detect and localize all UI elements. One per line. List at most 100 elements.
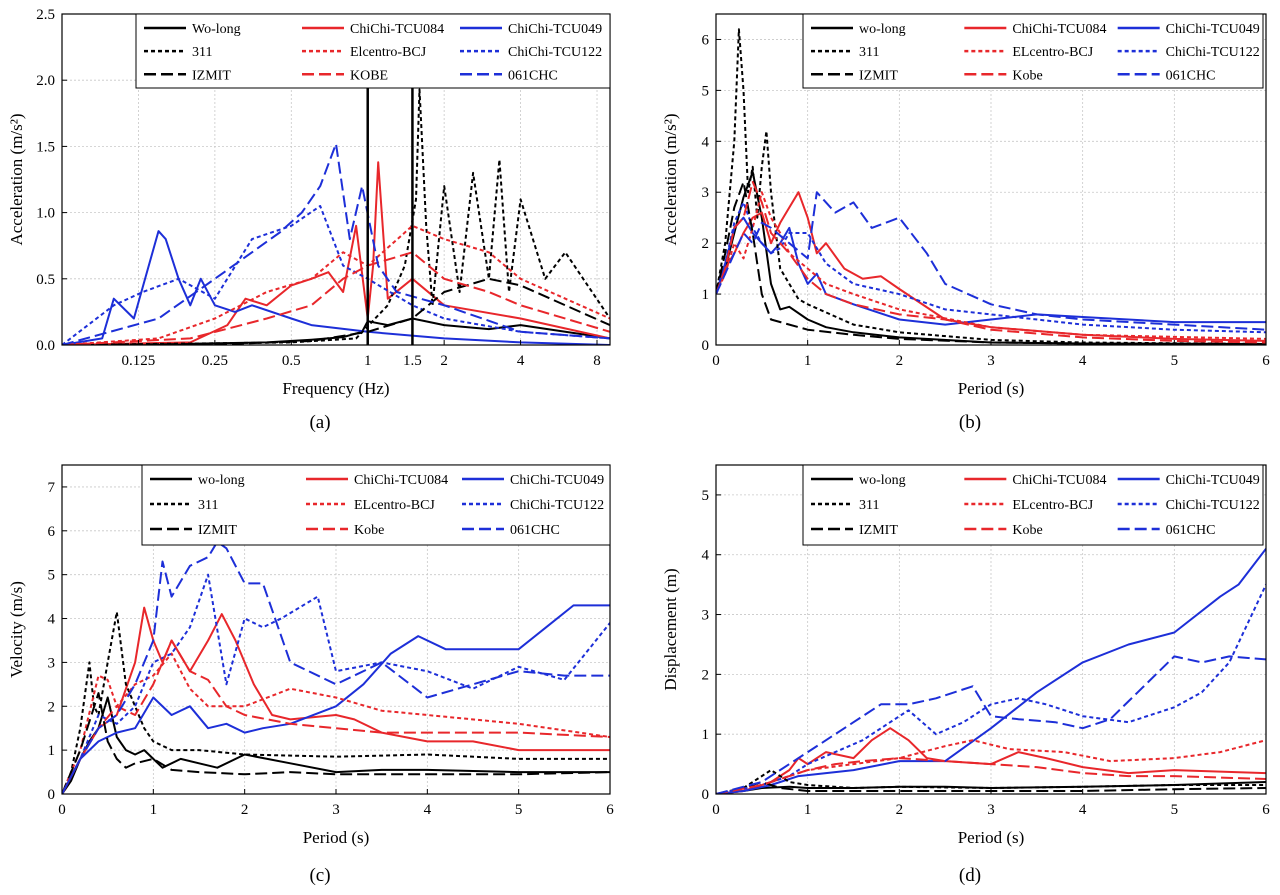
y-tick-label: 0 [702, 787, 710, 803]
x-tick-label: 2 [440, 353, 448, 369]
legend-entry: ChiChi-TCU084 [1012, 22, 1106, 37]
panel-label: (b) [959, 412, 981, 433]
chart-panel-b: 0 1 2 3 4 5 6 0 1 2 3 4 5 6 Period (s) Acceleration (m/… [661, 13, 1270, 433]
legend-entry: ChiChi-TCU084 [350, 22, 444, 37]
legend-box [802, 464, 1264, 546]
series-line-IZMIT [62, 692, 610, 794]
y-tick-label: 2.5 [36, 7, 55, 23]
y-axis-label: Displacement (m) [661, 568, 680, 690]
legend-entry: ELcentro-BCJ [1012, 498, 1093, 513]
chart-panel-c: 0 1 2 3 4 5 6 0 1 2 3 4 5 6 7 Period (s) Velocity (m/s) w… [7, 464, 614, 886]
x-tick-label: 3 [987, 802, 995, 818]
legend-entry: 061CHC [510, 523, 560, 538]
y-tick-label: 0 [702, 338, 710, 354]
series-group [716, 28, 1266, 345]
series-line-ChiChi-TCU122 [716, 201, 1266, 334]
series-line-IZMIT [716, 181, 1266, 345]
y-tick-label: 6 [48, 524, 56, 540]
y-tick-label: 1 [702, 287, 710, 303]
series-line-061CHC [62, 142, 610, 345]
y-tick-label: 5 [48, 568, 56, 584]
series-line-311 [62, 88, 610, 345]
x-tick-label: 5 [515, 802, 523, 818]
x-axis-label: Period (s) [958, 379, 1025, 398]
y-axis-label: Velocity (m/s) [7, 581, 26, 678]
y-tick-label: 0.5 [36, 272, 55, 288]
x-tick-label: 4 [1079, 802, 1087, 818]
series-line-ChiChi-TCU049 [716, 548, 1266, 794]
chart-panel-a: 0.125 0.25 0.5 1 1.5 2 4 8 0.0 0.5 1.0 1.5 2.0 2.5 Fre… [7, 7, 611, 433]
legend-box [802, 13, 1264, 89]
x-tick-label: 1.5 [403, 353, 422, 369]
legend-entry: ChiChi-TCU049 [1166, 473, 1260, 488]
y-axis-label: Acceleration (m/s²) [661, 113, 680, 245]
series-line-Kobe [716, 181, 1266, 344]
x-tick-label: 0.5 [282, 353, 301, 369]
series-line-ChiChi-TCU084 [62, 606, 610, 794]
y-tick-label: 3 [48, 655, 56, 671]
x-tick-label: 6 [1262, 802, 1270, 818]
series-line-ChiChi-TCU122 [62, 205, 610, 345]
legend-box [141, 464, 611, 546]
y-tick-label: 0 [48, 787, 56, 803]
legend-entry: ChiChi-TCU049 [510, 473, 604, 488]
y-tick-label: 6 [702, 32, 710, 48]
legend-entry: wo-long [859, 473, 906, 488]
series-line-ChiChi-TCU084 [62, 161, 610, 345]
x-tick-label: 0 [58, 802, 66, 818]
y-tick-label: 1.5 [36, 139, 55, 155]
legend-box [135, 13, 611, 89]
x-tick-label: 3 [987, 353, 995, 369]
x-tick-label: 4 [517, 353, 525, 369]
x-tick-label: 6 [1262, 353, 1270, 369]
y-tick-label: 3 [702, 608, 710, 624]
legend-entry: KOBE [350, 68, 388, 83]
legend-entry: Kobe [1012, 68, 1042, 83]
series-line-311 [62, 611, 610, 794]
series-line-061CHC [716, 655, 1266, 794]
legend-entry: 311 [859, 45, 879, 60]
series-line-ChiChi-TCU122 [716, 584, 1266, 794]
series-line-ChiChi-TCU049 [62, 230, 610, 345]
legend-entry: wo-long [859, 22, 906, 37]
x-tick-label: 2 [896, 802, 904, 818]
legend-entry: 311 [859, 498, 879, 513]
legend-entry: 311 [192, 45, 212, 60]
legend-entry: wo-long [198, 473, 245, 488]
series-line-ELcentro-BCJ [716, 191, 1266, 340]
x-tick-label: 2 [241, 802, 249, 818]
x-axis-label: Period (s) [958, 828, 1025, 847]
series-line-IZMIT [62, 277, 610, 345]
legend-entry: ChiChi-TCU122 [510, 498, 604, 513]
x-axis-label: Period (s) [303, 828, 370, 847]
x-tick-label: 0.25 [202, 353, 228, 369]
series-line-Kobe [62, 639, 610, 794]
y-tick-label: 2.0 [36, 73, 55, 89]
x-tick-label: 1 [804, 802, 812, 818]
x-tick-label: 0.125 [122, 353, 156, 369]
legend-entry: ChiChi-TCU122 [1166, 498, 1260, 513]
legend-entry: Wo-long [192, 22, 241, 37]
y-tick-label: 0.0 [36, 338, 55, 354]
y-tick-label: 5 [702, 83, 710, 99]
legend-entry: IZMIT [859, 523, 898, 538]
legend-entry: ChiChi-TCU049 [508, 22, 602, 37]
y-tick-label: 4 [702, 134, 710, 150]
series-group [62, 88, 610, 345]
legend-entry: ELcentro-BCJ [1012, 45, 1093, 60]
legend-entry: 311 [198, 498, 218, 513]
legend-entry: IZMIT [198, 523, 237, 538]
series-group [62, 540, 610, 794]
series-line-ChiChi-TCU049 [62, 604, 610, 794]
x-tick-label: 5 [1171, 353, 1179, 369]
y-tick-label: 5 [702, 488, 710, 504]
y-tick-label: 1 [48, 743, 56, 759]
series-line-ELcentro-BCJ [62, 652, 610, 794]
y-tick-label: 7 [48, 480, 56, 496]
x-tick-label: 2 [896, 353, 904, 369]
legend-entry: ChiChi-TCU122 [508, 45, 602, 60]
x-tick-label: 4 [1079, 353, 1087, 369]
x-tick-label: 5 [1171, 802, 1179, 818]
x-tick-label: 0 [712, 353, 720, 369]
legend-entry: 061CHC [1166, 523, 1216, 538]
